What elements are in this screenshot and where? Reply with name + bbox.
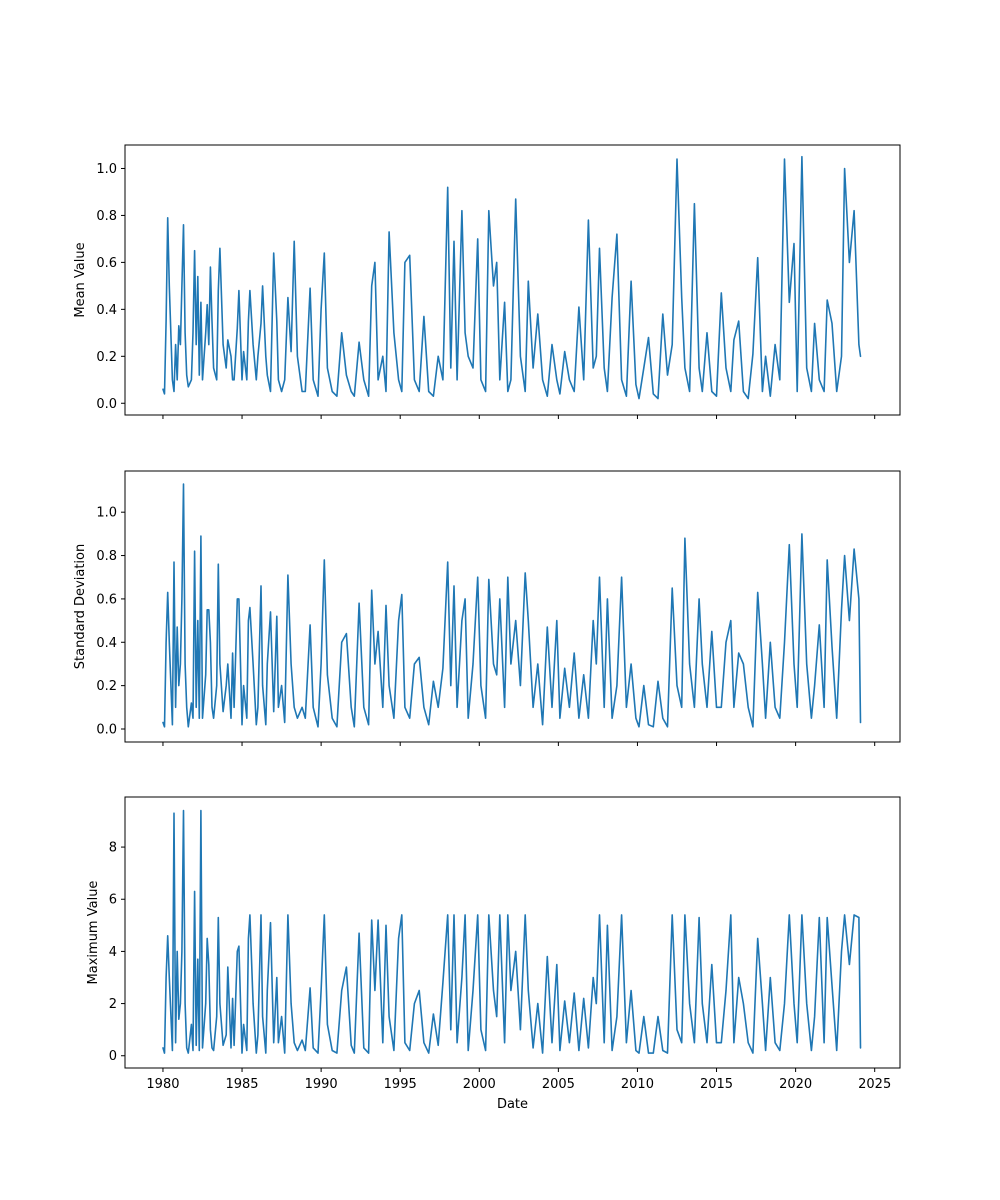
maximum-value-y-tick-label: 2	[109, 997, 117, 1012]
maximum-value-x-tick-label: 2020	[779, 1077, 812, 1092]
maximum-value-axes-frame	[124, 796, 901, 1069]
maximum-value-x-tick-label: 1990	[305, 1077, 338, 1092]
maximum-value-y-tick-label: 0	[109, 1049, 117, 1064]
standard-deviation-panel: 0.0 0.2 0.4 0.6 0.8 1.0 Standard Deviation	[73, 470, 901, 746]
maximum-value-x-tick-label: 1980	[146, 1077, 179, 1092]
standard-deviation-y-tick-label: 1.0	[96, 506, 117, 521]
maximum-value-x-tick-label: 1985	[225, 1077, 258, 1092]
standard-deviation-y-tick-label: 0.0	[96, 722, 117, 737]
maximum-value-y-tick-label: 6	[109, 893, 117, 908]
standard-deviation-y-tick-label: 0.4	[96, 636, 117, 651]
maximum-value-y-tick-label: 8	[109, 841, 117, 856]
mean-value-series-line	[162, 155, 862, 400]
mean-value-y-tick-label: 0.4	[96, 303, 117, 318]
maximum-value-x-tick-label: 1995	[384, 1077, 417, 1092]
standard-deviation-y-tick-label: 0.6	[96, 592, 117, 607]
mean-value-y-axis-label: Mean Value	[73, 242, 88, 317]
maximum-value-x-tick-label: 2025	[858, 1077, 891, 1092]
maximum-value-y-tick-label: 4	[109, 945, 117, 960]
x-axis-label: Date	[497, 1097, 528, 1112]
mean-value-y-tick-label: 1.0	[96, 162, 117, 177]
mean-value-y-tick-label: 0.2	[96, 350, 117, 365]
mean-value-y-tick-label: 0.6	[96, 256, 117, 271]
mean-value-y-tick-label: 0.0	[96, 397, 117, 412]
mean-value-panel: 0.0 0.2 0.4 0.6 0.8 1.0 Mean Value	[73, 144, 901, 419]
maximum-value-x-tick-label: 2005	[542, 1077, 575, 1092]
maximum-value-x-tick-label: 2010	[621, 1077, 654, 1092]
maximum-value-x-tick-label: 2015	[700, 1077, 733, 1092]
standard-deviation-y-axis-label: Standard Deviation	[73, 544, 88, 669]
standard-deviation-series-line	[162, 483, 862, 728]
maximum-value-series-line	[162, 809, 862, 1054]
maximum-value-y-axis-label: Maximum Value	[86, 881, 101, 985]
standard-deviation-y-tick-label: 0.8	[96, 549, 117, 564]
standard-deviation-y-tick-label: 0.2	[96, 679, 117, 694]
mean-value-axes-frame	[124, 144, 901, 416]
mean-value-y-tick-label: 0.8	[96, 209, 117, 224]
maximum-value-panel: 0 2 4 6 8 1980 1985 1990 1995 2000 2005 2010 2015 202…	[86, 796, 901, 1092]
maximum-value-x-tick-label: 2000	[463, 1077, 496, 1092]
standard-deviation-axes-frame	[124, 470, 901, 743]
